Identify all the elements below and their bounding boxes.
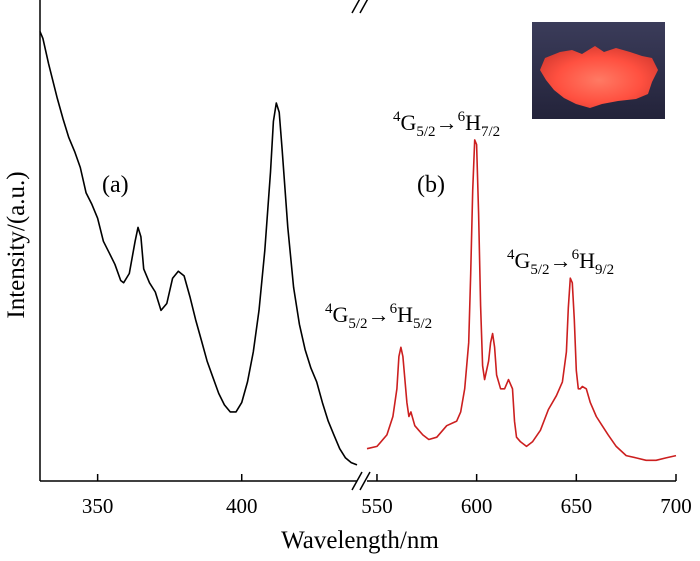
annotation-transition-5-2: 4G5/2→6H5/2 xyxy=(325,301,432,332)
x-ticks: 350 400 550 600 650 700 xyxy=(82,474,692,518)
x-tick-label: 400 xyxy=(226,494,258,518)
x-tick-label: 600 xyxy=(461,494,493,518)
series-line-b xyxy=(366,139,677,462)
axis-break-mark-bottom-2 xyxy=(359,471,371,491)
y-axis-title: Intensity/(a.u.) xyxy=(3,171,30,318)
annotation-text: 4G5/2→6H5/2 xyxy=(325,301,432,332)
x-tick-label: 550 xyxy=(361,494,393,518)
panel-label-b: (b) xyxy=(417,172,445,198)
annotation-transition-7-2: 4G5/2→6H7/2 xyxy=(393,109,500,140)
luminescent-film xyxy=(540,46,658,108)
x-axis-title: Wavelength/nm xyxy=(281,527,439,554)
axes-frame xyxy=(39,0,676,491)
x-tick-label: 350 xyxy=(82,494,114,518)
annotation-text: 4G5/2→6H9/2 xyxy=(507,247,614,278)
x-tick-label: 700 xyxy=(660,494,692,518)
series-line-a xyxy=(39,31,358,466)
axis-break-mark-top-1 xyxy=(351,0,361,14)
axis-break-mark-bottom-1 xyxy=(351,471,363,491)
series-group xyxy=(39,31,677,466)
panel-label-a: (a) xyxy=(102,172,129,198)
annotation-text: 4G5/2→6H7/2 xyxy=(393,109,500,140)
axis-break-mark-top-2 xyxy=(359,0,369,14)
x-tick-label: 650 xyxy=(561,494,593,518)
annotation-transition-9-2: 4G5/2→6H9/2 xyxy=(507,247,614,278)
inset-photo xyxy=(532,22,665,119)
